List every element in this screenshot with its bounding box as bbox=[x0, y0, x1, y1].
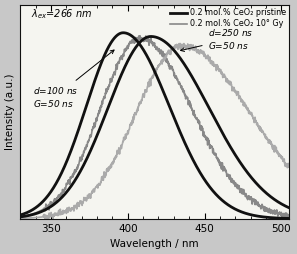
X-axis label: Wavelength / nm: Wavelength / nm bbox=[110, 239, 199, 249]
Text: $d$=250 ns
$G$=50 ns: $d$=250 ns $G$=50 ns bbox=[181, 27, 253, 52]
Text: $\lambda_{ex}$=266 nm: $\lambda_{ex}$=266 nm bbox=[31, 7, 92, 21]
Text: $d$=100 ns
$G$=50 ns: $d$=100 ns $G$=50 ns bbox=[33, 50, 114, 109]
Y-axis label: Intensity (a.u.): Intensity (a.u.) bbox=[5, 74, 15, 150]
Legend: 0.2 mol.% CeO₂ pristine, 0.2 mol.% CeO₂ 10° Gy: 0.2 mol.% CeO₂ pristine, 0.2 mol.% CeO₂ … bbox=[169, 7, 287, 30]
